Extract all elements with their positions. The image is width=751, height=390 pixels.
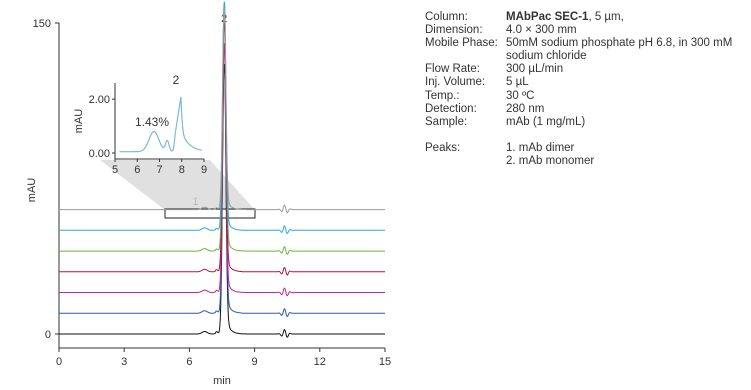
info-label: Temp.:	[425, 89, 460, 102]
info-label: Sample:	[425, 115, 468, 128]
zoom-box	[164, 208, 256, 219]
info-label: Column:	[425, 11, 468, 23]
y-axis-label: mAU	[26, 178, 38, 203]
inset-x-tick-label: 8	[179, 164, 185, 176]
inset-chart: 5 6 7 8 9 0.00 2.00 mAU 1.43% 2	[73, 73, 207, 176]
info-value: 50mM sodium phosphate pH 6.8, in 300 mM …	[506, 37, 733, 63]
info-row-detection: Detection: 280 nm	[425, 103, 751, 116]
info-row-temp: Temp.: 30 ºC	[425, 90, 751, 103]
info-row-dimension: Dimension: 4.0 × 300 mm	[425, 24, 751, 37]
inset-y-tick-label: 0.00	[89, 148, 110, 160]
info-row-flow-rate: Flow Rate: 300 µL/min	[425, 63, 751, 76]
peak-label: 2	[221, 13, 227, 25]
inset-x-tick-label: 9	[201, 164, 207, 176]
spacer	[425, 129, 751, 142]
info-value: 300 µL/min	[506, 63, 564, 76]
info-value: 4.0 × 300 mm	[506, 24, 577, 37]
inset-y-tick-label: 2.00	[89, 94, 110, 106]
x-tick-label: 12	[314, 356, 326, 368]
inset-background	[115, 83, 204, 159]
chart-axes: 03691215015021	[33, 13, 391, 368]
info-value: 30 ºC	[506, 89, 535, 102]
inset-peak-label: 2	[173, 73, 180, 87]
inset-x-tick-label: 7	[156, 164, 162, 176]
info-value: mAb (1 mg/mL)	[506, 115, 586, 128]
info-label: Detection:	[425, 102, 477, 115]
info-value: MAbPac SEC-1, 5 µm,	[506, 11, 751, 24]
inset-y-axis-label: mAU	[73, 109, 85, 134]
inset-x-tick-label: 6	[134, 164, 140, 176]
column-name: MAbPac SEC-1	[506, 11, 589, 23]
inset-annotation: 1.43%	[135, 115, 169, 129]
info-value: 5 µL	[506, 76, 529, 89]
info-row-inj-volume: Inj. Volume: 5 µL	[425, 76, 751, 89]
info-row-mobile-phase: Mobile Phase: 50mM sodium phosphate pH 6…	[425, 37, 751, 63]
y-tick-label: 150	[33, 18, 51, 30]
x-axis-label: min	[213, 375, 231, 387]
zoom-funnel	[100, 160, 255, 210]
peaks-list: 1. mAb dimer 2. mAb monomer	[506, 142, 751, 168]
info-label: Inj. Volume:	[425, 76, 486, 89]
x-tick-label: 6	[186, 356, 192, 368]
method-info-panel: Column: MAbPac SEC-1, 5 µm, Dimension: 4…	[425, 11, 751, 168]
info-row-column: Column: MAbPac SEC-1, 5 µm,	[425, 11, 751, 24]
y-tick-label: 0	[45, 329, 51, 341]
peak-item: 1. mAb dimer	[506, 141, 575, 154]
x-tick-label: 3	[121, 356, 127, 368]
info-label: Dimension:	[425, 24, 483, 37]
x-tick-label: 9	[252, 356, 258, 368]
info-label: Flow Rate:	[425, 63, 480, 76]
info-label: Mobile Phase:	[425, 37, 498, 50]
chromatogram-trace	[59, 8, 385, 214]
info-label: Peaks:	[425, 141, 461, 154]
inset-trace	[119, 96, 202, 153]
inset-x-tick-label: 5	[112, 164, 118, 176]
x-tick-label: 0	[56, 356, 62, 368]
info-row-sample: Sample: mAb (1 mg/mL)	[425, 116, 751, 129]
info-row-peaks: Peaks: 1. mAb dimer 2. mAb monomer	[425, 142, 751, 168]
x-tick-label: 15	[379, 356, 391, 368]
info-value: 280 nm	[506, 102, 545, 115]
peak-item: 2. mAb monomer	[506, 154, 595, 167]
chromatogram-traces	[59, 1, 385, 338]
column-spec: , 5 µm,	[588, 11, 624, 23]
